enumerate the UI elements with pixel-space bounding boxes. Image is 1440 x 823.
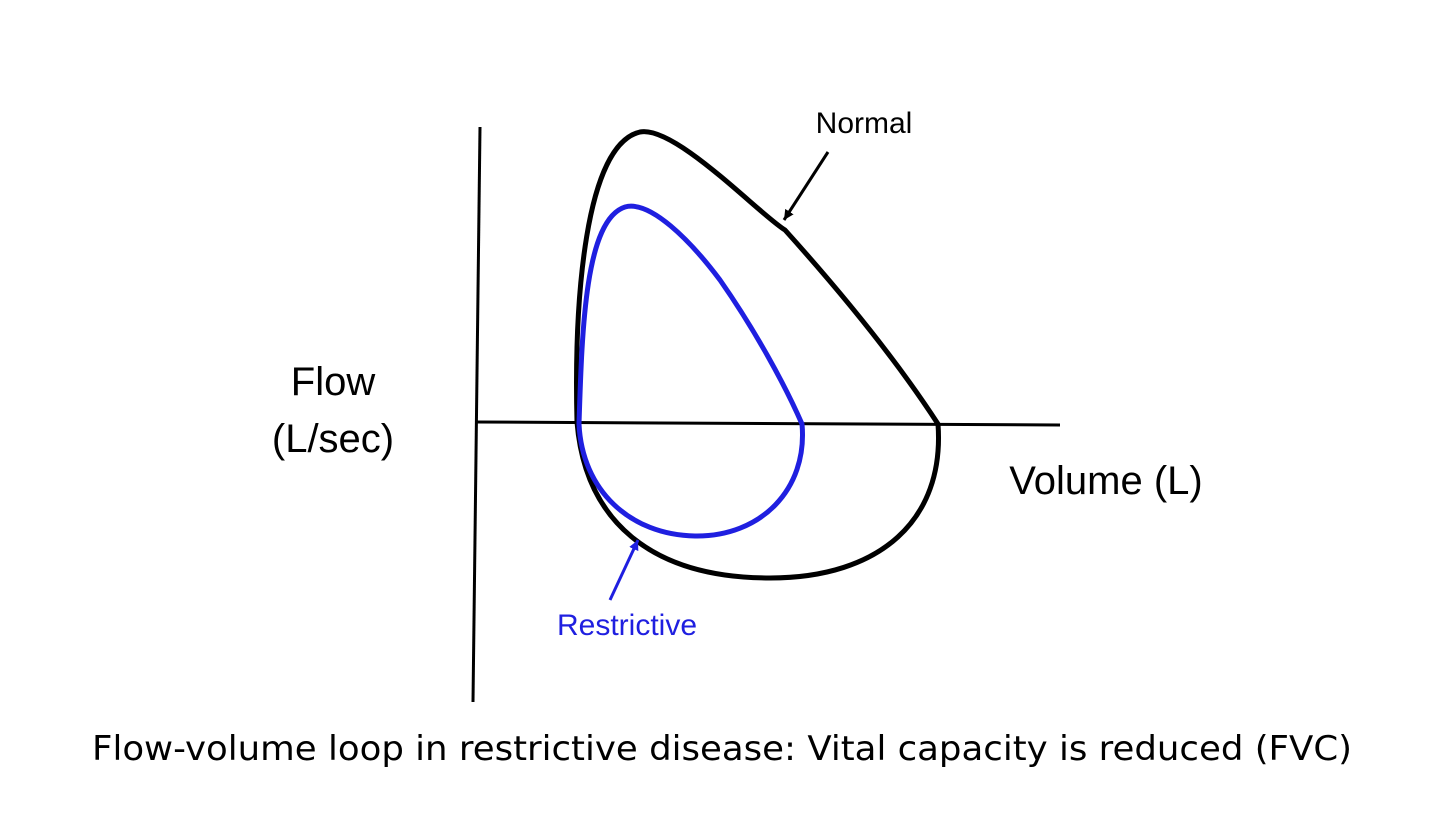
restrictive-loop-curve — [576, 203, 805, 539]
volume-axis — [475, 420, 1061, 427]
y-axis-label-units: (L/sec) — [272, 417, 394, 461]
restrictive-label: Restrictive — [557, 609, 697, 642]
normal-loop-curve — [574, 129, 942, 581]
restrictive-arrow — [608, 539, 640, 601]
normal-arrow — [782, 151, 830, 221]
figure-caption: Flow-volume loop in restrictive disease:… — [92, 729, 1352, 769]
flow-axis — [471, 126, 482, 703]
y-axis-label-flow: Flow — [291, 360, 376, 404]
normal-label: Normal — [816, 107, 913, 140]
x-axis-label: Volume (L) — [1009, 459, 1202, 503]
